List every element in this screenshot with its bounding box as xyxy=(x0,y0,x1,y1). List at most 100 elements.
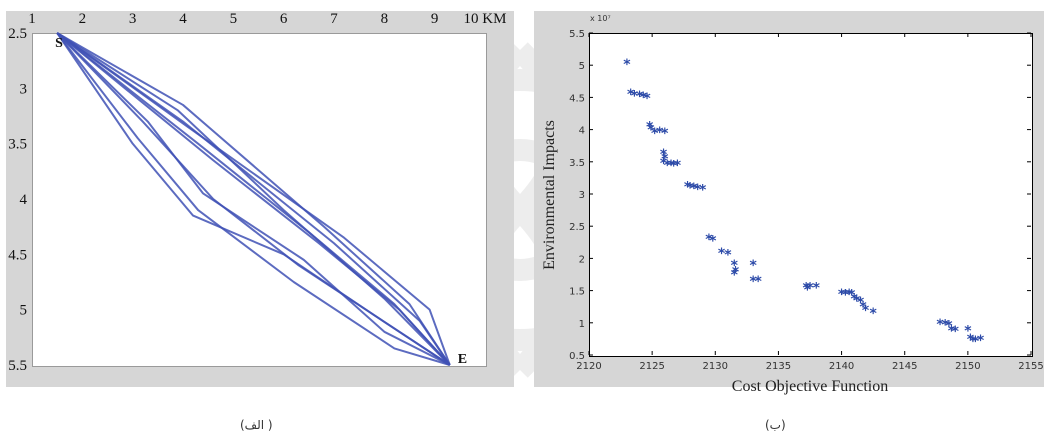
scatter-x-tick-label: 2130 xyxy=(703,361,728,372)
scatter-y-tick-label: 4.5 xyxy=(569,93,585,104)
scatter-point: * xyxy=(838,287,846,303)
scatter-point: * xyxy=(731,268,739,284)
scatter-point: * xyxy=(845,287,853,303)
scatter-x-tick-label: 2150 xyxy=(955,361,980,372)
route-alternative-line xyxy=(56,32,451,366)
scatter-x-tick-label: 2155 xyxy=(1018,361,1043,372)
scatter-point: * xyxy=(656,125,664,141)
route-y-tick-label: 5 xyxy=(20,303,28,319)
scatter-point: * xyxy=(948,324,956,340)
scatter-point: * xyxy=(952,324,960,340)
start-point-label: S xyxy=(55,36,63,51)
end-point-label: E xyxy=(458,352,467,367)
scatter-point: * xyxy=(977,333,985,349)
scatter-point: * xyxy=(670,159,678,175)
route-alternative-line xyxy=(56,32,451,366)
route-x-tick-label: 8 xyxy=(381,11,389,27)
route-plot-area xyxy=(32,33,487,367)
scatter-x-tick-label: 2125 xyxy=(639,361,664,372)
scatter-x-tick-label: 2140 xyxy=(829,361,854,372)
scatter-point: * xyxy=(842,287,850,303)
scatter-point: * xyxy=(667,158,675,174)
scatter-y-tick-label: 1 xyxy=(579,319,585,330)
route-y-tick-label: 5.5 xyxy=(8,358,27,374)
scatter-point: * xyxy=(651,126,659,142)
scatter-point: * xyxy=(694,182,702,198)
route-y-tick-label: 3.5 xyxy=(8,137,27,153)
scatter-point: * xyxy=(806,280,814,296)
scatter-point: * xyxy=(636,89,644,105)
scatter-point: * xyxy=(623,57,631,73)
scatter-point: * xyxy=(643,91,651,107)
route-alternative-line xyxy=(56,32,451,366)
route-alternative-line xyxy=(56,32,451,366)
route-x-tick-label: 5 xyxy=(230,11,238,27)
scatter-x-axis-label: Cost Objective Function xyxy=(731,378,889,395)
scatter-point: * xyxy=(646,119,654,135)
route-x-tick-label: 4 xyxy=(179,11,187,27)
scatter-point: * xyxy=(690,181,698,197)
scatter-point: * xyxy=(731,258,739,274)
scatter-point: * xyxy=(936,317,944,333)
scatter-point: * xyxy=(627,87,635,103)
scatter-point: * xyxy=(869,306,877,322)
scatter-point: * xyxy=(705,232,713,248)
scatter-point: * xyxy=(750,258,758,274)
route-x-tick-label: 10 KM xyxy=(464,11,507,27)
scatter-point: * xyxy=(853,293,861,309)
scatter-y-tick-label: 3 xyxy=(579,190,585,201)
scatter-y-tick-label: 4 xyxy=(579,126,585,137)
scatter-point: * xyxy=(964,324,972,340)
scatter-y-axis-label: Environmental Impacts xyxy=(541,120,558,270)
scatter-point: * xyxy=(732,264,740,280)
scatter-point: * xyxy=(969,334,977,350)
scatter-point: * xyxy=(750,274,758,290)
scatter-point: * xyxy=(684,179,692,195)
scatter-point: * xyxy=(660,156,668,172)
scatter-point: * xyxy=(718,246,726,262)
route-x-tick-label: 3 xyxy=(129,11,137,27)
route-y-tick-label: 3 xyxy=(20,81,28,97)
route-alternative-line xyxy=(56,32,451,366)
scatter-point: * xyxy=(848,287,856,303)
scatter-point: * xyxy=(941,318,949,334)
scatter-point: * xyxy=(851,291,859,307)
route-x-tick-label: 9 xyxy=(431,11,439,27)
scatter-point: * xyxy=(724,248,732,264)
scatter-point: * xyxy=(699,182,707,198)
scatter-x-tick-label: 2120 xyxy=(576,361,601,372)
scatter-point: * xyxy=(967,332,975,348)
scatter-point: * xyxy=(660,147,668,163)
scatter-point: * xyxy=(813,280,821,296)
scatter-point: * xyxy=(661,126,669,142)
scatter-point: * xyxy=(972,334,980,350)
scatter-y-tick-label: 0.5 xyxy=(569,351,585,362)
scatter-point: * xyxy=(755,274,763,290)
route-x-tick-label: 1 xyxy=(28,11,36,27)
route-alternative-line xyxy=(56,32,451,366)
route-y-tick-label: 4.5 xyxy=(8,247,27,263)
scatter-point: * xyxy=(664,158,672,174)
route-y-tick-label: 2.5 xyxy=(8,26,27,42)
scatter-point: * xyxy=(804,282,812,298)
scatter-y-tick-label: 2 xyxy=(579,254,585,265)
route-y-tick-label: 4 xyxy=(20,192,28,208)
route-x-tick-label: 6 xyxy=(280,11,288,27)
route-x-tick-label: 2 xyxy=(79,11,87,27)
scatter-point: * xyxy=(862,303,870,319)
scatter-point: * xyxy=(859,300,867,316)
scatter-point: * xyxy=(647,123,655,139)
scatter-point: * xyxy=(945,318,953,334)
caption-right: (ب) xyxy=(765,418,786,432)
scatter-point: * xyxy=(661,152,669,168)
scatter-y-tick-label: 5.5 xyxy=(569,29,585,40)
scatter-y-tick-label: 1.5 xyxy=(569,287,585,298)
scatter-x-tick-label: 2145 xyxy=(892,361,917,372)
route-x-tick-label: 7 xyxy=(330,11,338,27)
scatter-point: * xyxy=(674,158,682,174)
route-alternative-line xyxy=(56,32,451,366)
scatter-y-tick-label: 2.5 xyxy=(569,222,585,233)
scatter-point: * xyxy=(686,181,694,197)
